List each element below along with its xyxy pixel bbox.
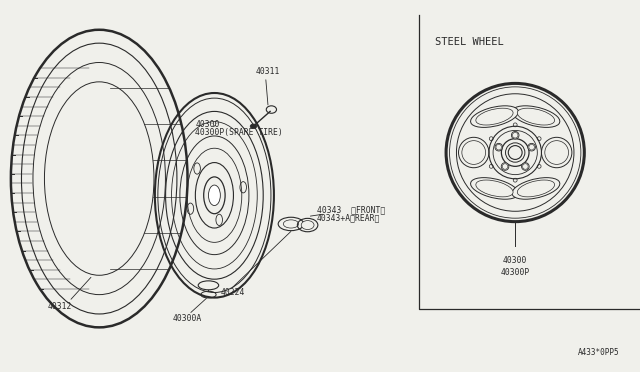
Ellipse shape (545, 141, 568, 164)
Text: 40300: 40300 (195, 120, 220, 129)
Ellipse shape (250, 124, 257, 129)
Text: A433*0PP5: A433*0PP5 (577, 348, 620, 357)
Ellipse shape (517, 180, 555, 197)
Ellipse shape (476, 180, 513, 197)
Text: 40312: 40312 (48, 302, 72, 311)
Ellipse shape (470, 178, 518, 199)
Ellipse shape (522, 163, 529, 170)
Ellipse shape (495, 143, 502, 151)
Ellipse shape (462, 141, 486, 164)
Text: 40343  〈FRONT〉: 40343 〈FRONT〉 (317, 206, 385, 215)
Ellipse shape (501, 163, 509, 170)
Ellipse shape (301, 221, 314, 230)
Text: 40300
40300P: 40300 40300P (500, 256, 530, 277)
Ellipse shape (517, 108, 555, 125)
Ellipse shape (528, 143, 536, 151)
Ellipse shape (541, 137, 572, 168)
Ellipse shape (511, 131, 519, 139)
Ellipse shape (512, 178, 560, 199)
Ellipse shape (470, 106, 518, 127)
Ellipse shape (501, 139, 529, 166)
Ellipse shape (284, 220, 299, 228)
Text: STEEL WHEEL: STEEL WHEEL (435, 37, 504, 47)
Ellipse shape (209, 185, 220, 205)
Text: 40300A: 40300A (173, 314, 202, 323)
Text: 40343+A〈REAR〉: 40343+A〈REAR〉 (317, 213, 380, 222)
Ellipse shape (512, 106, 560, 127)
Text: 40300P(SPARE TIRE): 40300P(SPARE TIRE) (195, 128, 283, 137)
Ellipse shape (476, 108, 513, 125)
Ellipse shape (508, 145, 522, 160)
Text: 40311: 40311 (256, 67, 280, 76)
Ellipse shape (458, 137, 489, 168)
Text: 40224: 40224 (221, 288, 245, 296)
